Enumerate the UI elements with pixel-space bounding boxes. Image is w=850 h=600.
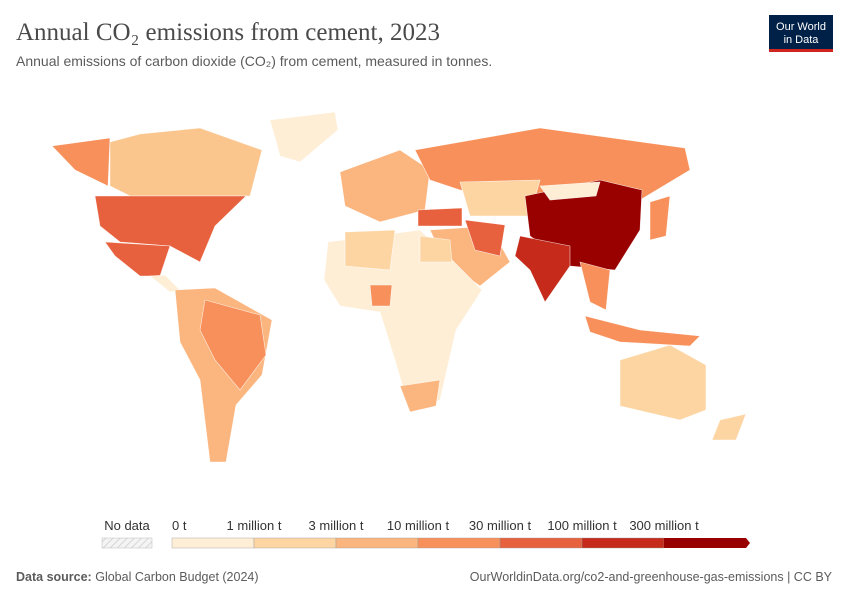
footer-source-name: Global Carbon Budget (2024) bbox=[95, 570, 258, 584]
legend-label: 10 million t bbox=[387, 518, 450, 533]
legend-label: No data bbox=[104, 518, 150, 533]
legend-bin bbox=[581, 537, 665, 549]
country[interactable] bbox=[711, 413, 747, 441]
country[interactable] bbox=[339, 149, 431, 223]
legend: No data 0 t 1 million t 3 million t 10 mill… bbox=[101, 518, 750, 549]
country[interactable] bbox=[369, 284, 393, 307]
legend-label: 100 million t bbox=[547, 518, 617, 533]
country[interactable] bbox=[417, 207, 463, 227]
legend-label: 3 million t bbox=[309, 518, 364, 533]
logo-text: Our World bbox=[776, 21, 826, 33]
country[interactable] bbox=[94, 195, 247, 263]
country[interactable] bbox=[51, 137, 111, 187]
legend-label: 300 million t bbox=[629, 518, 699, 533]
country[interactable] bbox=[269, 111, 339, 163]
country[interactable] bbox=[584, 315, 701, 347]
legend-label: 1 million t bbox=[227, 518, 282, 533]
logo-text: in Data bbox=[784, 34, 820, 46]
country[interactable] bbox=[464, 219, 506, 257]
legend-bin bbox=[171, 537, 255, 549]
legend-bin bbox=[664, 538, 750, 548]
subtitle: Annual emissions of carbon dioxide (CO₂)… bbox=[16, 53, 492, 69]
country[interactable] bbox=[579, 261, 611, 311]
logo[interactable]: Our World in Data bbox=[769, 15, 833, 52]
title: Annual CO₂ emissions from cement, 2023 bbox=[16, 19, 440, 46]
legend-label: 30 million t bbox=[469, 518, 532, 533]
legend-bin bbox=[253, 537, 337, 549]
country[interactable] bbox=[104, 241, 171, 277]
logo-box bbox=[769, 15, 833, 51]
footer-source: Data source: Global Carbon Budget (2024) bbox=[16, 570, 259, 584]
country[interactable] bbox=[399, 379, 441, 413]
no-data-swatch bbox=[101, 537, 153, 549]
legend-label: 0 t bbox=[172, 518, 187, 533]
country[interactable] bbox=[649, 195, 671, 241]
logo-bar bbox=[769, 49, 833, 52]
country[interactable] bbox=[619, 344, 707, 421]
legend-bin bbox=[417, 537, 501, 549]
country[interactable] bbox=[514, 235, 571, 303]
legend-bin bbox=[335, 537, 419, 549]
footer-label: Data source: bbox=[16, 570, 92, 584]
country[interactable] bbox=[344, 229, 396, 271]
country[interactable] bbox=[539, 181, 601, 201]
country[interactable] bbox=[109, 127, 263, 197]
world-map bbox=[51, 111, 747, 463]
country[interactable] bbox=[149, 274, 181, 293]
footer-url[interactable]: OurWorldinData.org/co2-and-greenhouse-ga… bbox=[470, 570, 833, 584]
country[interactable] bbox=[199, 299, 267, 391]
legend-bin bbox=[499, 537, 583, 549]
country[interactable] bbox=[419, 235, 453, 263]
